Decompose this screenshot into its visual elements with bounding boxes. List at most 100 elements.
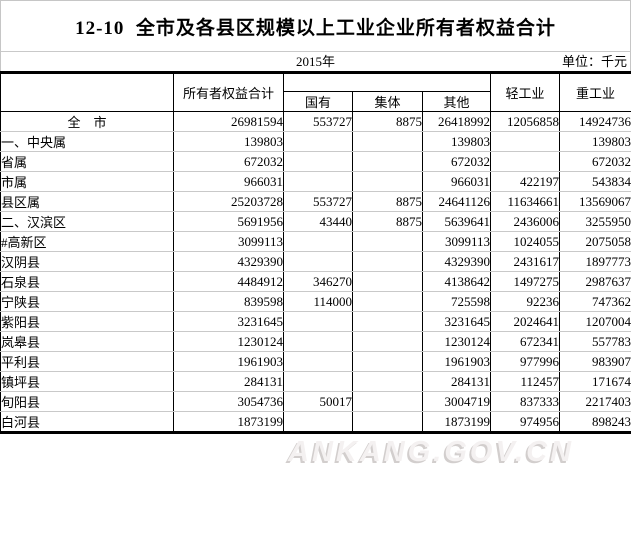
- row-label-cell: 省属: [0, 151, 174, 172]
- row-label-cell: 白河县: [0, 411, 174, 433]
- table-row: 紫阳县 3231645 3231645 2024641 1207004: [0, 311, 631, 332]
- state-owned-cell: 553727: [283, 111, 353, 132]
- heavy-industry-cell: 2217403: [559, 391, 631, 412]
- table-row: 宁陕县 839598 114000 725598 92236 747362: [0, 291, 631, 312]
- state-owned-cell: 114000: [283, 291, 353, 312]
- state-owned-cell: [283, 411, 353, 433]
- heavy-industry-cell: 2075058: [559, 231, 631, 252]
- total-equity-cell: 966031: [173, 171, 284, 192]
- heavy-industry-cell: 2987637: [559, 271, 631, 292]
- total-equity-cell: 3054736: [173, 391, 284, 412]
- total-equity-cell: 672032: [173, 151, 284, 172]
- collective-cell: [352, 331, 423, 352]
- row-label-cell: 汉阴县: [0, 251, 174, 272]
- collective-cell: [352, 271, 423, 292]
- total-equity-cell: 284131: [173, 371, 284, 392]
- light-industry-cell: 1497275: [490, 271, 561, 292]
- table-row: 石泉县 4484912 346270 4138642 1497275 2987637: [0, 271, 631, 292]
- col-header-heavy-industry: 重工业: [559, 72, 631, 112]
- light-industry-cell: 2436006: [490, 211, 561, 232]
- light-industry-cell: 837333: [490, 391, 561, 412]
- collective-cell: [352, 151, 423, 172]
- total-equity-cell: 1873199: [173, 411, 284, 433]
- row-label-cell: 石泉县: [0, 271, 174, 292]
- other-cell: 4329390: [421, 251, 492, 272]
- table-row: 市属 966031 966031 422197 543834: [0, 171, 631, 192]
- col-header-state-owned: 国有: [283, 91, 353, 112]
- light-industry-cell: 92236: [490, 291, 561, 312]
- light-industry-cell: 672341: [490, 331, 561, 352]
- other-cell: 1230124: [421, 331, 492, 352]
- other-cell: 139803: [421, 131, 492, 152]
- other-cell: 3004719: [421, 391, 492, 412]
- table-body: 全 市 26981594 553727 8875 26418992 12056858 149…: [0, 111, 631, 433]
- row-label-cell: 旬阳县: [0, 391, 174, 412]
- light-industry-cell: 422197: [490, 171, 561, 192]
- collective-cell: 8875: [352, 211, 423, 232]
- watermark: ANKANG.GOV.CN: [288, 436, 575, 468]
- table-row: 省属 672032 672032 672032: [0, 151, 631, 172]
- heavy-industry-cell: 3255950: [559, 211, 631, 232]
- table-row: 镇坪县 284131 284131 112457 171674: [0, 371, 631, 392]
- heavy-industry-cell: 898243: [559, 411, 631, 433]
- state-owned-cell: [283, 251, 353, 272]
- state-owned-cell: [283, 131, 353, 152]
- heavy-industry-cell: 557783: [559, 331, 631, 352]
- state-owned-cell: [283, 331, 353, 352]
- collective-cell: [352, 351, 423, 372]
- other-cell: 3099113: [421, 231, 492, 252]
- row-label-cell: 宁陕县: [0, 291, 174, 312]
- total-equity-cell: 139803: [173, 131, 284, 152]
- other-cell: 26418992: [421, 111, 492, 132]
- row-label-cell: 市属: [0, 171, 174, 192]
- collective-cell: [352, 311, 423, 332]
- total-equity-cell: 4329390: [173, 251, 284, 272]
- light-industry-cell: 2431617: [490, 251, 561, 272]
- subheader-row: 2015年 单位：千元: [0, 52, 631, 71]
- year-label: 2015年: [295, 54, 335, 69]
- other-cell: 966031: [421, 171, 492, 192]
- heavy-industry-cell: 13569067: [559, 191, 631, 212]
- heavy-industry-cell: 983907: [559, 351, 631, 372]
- heavy-industry-cell: 139803: [559, 131, 631, 152]
- row-label-cell: 岚皋县: [0, 331, 174, 352]
- table-row: 县区属 25203728 553727 8875 24641126 11634661 135…: [0, 191, 631, 212]
- total-equity-cell: 3231645: [173, 311, 284, 332]
- table-row: 白河县 1873199 1873199 974956 898243: [0, 411, 631, 433]
- state-owned-cell: [283, 311, 353, 332]
- total-equity-cell: 25203728: [173, 191, 284, 212]
- collective-cell: [352, 291, 423, 312]
- table-row: 一、中央属 139803 139803 139803: [0, 131, 631, 152]
- row-label-cell: 县区属: [0, 191, 174, 212]
- state-owned-cell: 43440: [283, 211, 353, 232]
- row-label-cell: 全 市: [0, 111, 174, 132]
- total-equity-cell: 1230124: [173, 331, 284, 352]
- table-row: 全 市 26981594 553727 8875 26418992 12056858 149…: [0, 111, 631, 132]
- heavy-industry-cell: 747362: [559, 291, 631, 312]
- row-label-cell: #高新区: [0, 231, 174, 252]
- col-header-ownership-group: [282, 72, 492, 92]
- light-industry-cell: [490, 131, 561, 152]
- other-cell: 725598: [421, 291, 492, 312]
- row-label-cell: 一、中央属: [0, 131, 174, 152]
- state-owned-cell: 346270: [283, 271, 353, 292]
- table-row: 二、汉滨区 5691956 43440 8875 5639641 2436006 32559…: [0, 211, 631, 232]
- heavy-industry-cell: 14924736: [559, 111, 631, 132]
- heavy-industry-cell: 171674: [559, 371, 631, 392]
- total-equity-cell: 3099113: [173, 231, 284, 252]
- other-cell: 672032: [421, 151, 492, 172]
- collective-cell: [352, 391, 423, 412]
- light-industry-cell: 1024055: [490, 231, 561, 252]
- table-row: 旬阳县 3054736 50017 3004719 837333 2217403: [0, 391, 631, 412]
- other-cell: 1961903: [421, 351, 492, 372]
- table-header: 所有者权益合计 轻工业 重工业 国有 集体 其他: [0, 72, 631, 112]
- total-equity-cell: 26981594: [173, 111, 284, 132]
- light-industry-cell: 112457: [490, 371, 561, 392]
- other-cell: 3231645: [421, 311, 492, 332]
- other-cell: 284131: [421, 371, 492, 392]
- table-row: 汉阴县 4329390 4329390 2431617 1897773: [0, 251, 631, 272]
- heavy-industry-cell: 543834: [559, 171, 631, 192]
- table-row: 平利县 1961903 1961903 977996 983907: [0, 351, 631, 372]
- light-industry-cell: 977996: [490, 351, 561, 372]
